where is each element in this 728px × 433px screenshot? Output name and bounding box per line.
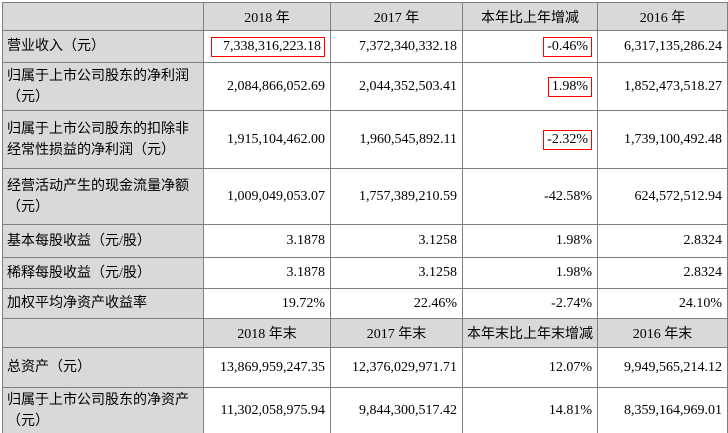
table-row-basic-eps: 基本每股收益（元/股） 3.1878 3.1258 1.98% 2.8324 [2, 224, 728, 258]
table-row-net-profit: 归属于上市公司股东的净利润（元） 2,084,866,052.69 2,044,… [2, 62, 728, 111]
value-cell: 1,960,545,892.11 [330, 110, 463, 169]
value-cell: 1,852,473,518.27 [597, 62, 728, 111]
highlight-box: 7,338,316,223.18 [211, 36, 325, 57]
value-cell: 9,949,565,214.12 [597, 347, 728, 388]
value-cell: 3.1878 [203, 224, 331, 258]
value-cell: 6,317,135,286.24 [597, 30, 728, 63]
value-cell: 19.72% [203, 288, 331, 319]
table-row-net-assets: 归属于上市公司股东的净资产（元） 11,302,058,975.94 9,844… [2, 387, 728, 433]
value-cell: 1.98% [462, 257, 598, 289]
table-row-diluted-eps: 稀释每股收益（元/股） 3.1878 3.1258 1.98% 2.8324 [2, 257, 728, 289]
value-cell: 3.1878 [203, 257, 331, 289]
header-2017: 2017 年 [330, 2, 463, 31]
row-label-net-profit-excl-nonrecurring: 归属于上市公司股东的扣除非经常性损益的净利润（元） [2, 110, 204, 169]
highlight-box: -2.32% [543, 129, 592, 150]
value-cell: 7,338,316,223.18 [203, 30, 331, 63]
value-cell: 1,915,104,462.00 [203, 110, 331, 169]
header-2018: 2018 年 [203, 2, 331, 31]
header-row-annual: 2018 年 2017 年 本年比上年增减 2016 年 [2, 2, 728, 31]
header-year-end-change: 本年末比上年末增减 [462, 318, 598, 348]
value-cell: -2.32% [462, 110, 598, 169]
header-2016-end: 2016 年末 [597, 318, 728, 348]
value-cell: 3.1258 [330, 257, 463, 289]
value-cell: 11,302,058,975.94 [203, 387, 331, 433]
header-2016: 2016 年 [597, 2, 728, 31]
value-cell: 24.10% [597, 288, 728, 319]
value-cell: -2.74% [462, 288, 598, 319]
header-2018-end: 2018 年末 [203, 318, 331, 348]
value-cell: 9,844,300,517.42 [330, 387, 463, 433]
value-cell: 1,009,049,053.07 [203, 168, 331, 225]
value-cell: 624,572,512.94 [597, 168, 728, 225]
row-label-diluted-eps: 稀释每股收益（元/股） [2, 257, 204, 289]
highlight-box: 1.98% [547, 76, 592, 97]
value-cell: 2.8324 [597, 257, 728, 289]
row-label-weighted-avg-roe: 加权平均净资产收益率 [2, 288, 204, 319]
value-cell: 12.07% [462, 347, 598, 388]
highlight-box: -0.46% [543, 36, 592, 57]
header-yoy-change: 本年比上年增减 [462, 2, 598, 31]
value-cell: 2,044,352,503.41 [330, 62, 463, 111]
value-cell: 1.98% [462, 224, 598, 258]
row-label-net-assets: 归属于上市公司股东的净资产（元） [2, 387, 204, 433]
header-empty-cell [2, 318, 204, 348]
value-cell: 1.98% [462, 62, 598, 111]
table-row-revenue: 营业收入（元） 7,338,316,223.18 7,372,340,332.1… [2, 30, 728, 63]
value-cell: 7,372,340,332.18 [330, 30, 463, 63]
table-row-operating-cash-flow: 经营活动产生的现金流量净额（元） 1,009,049,053.07 1,757,… [2, 168, 728, 225]
header-2017-end: 2017 年末 [330, 318, 463, 348]
value-cell: 1,739,100,492.48 [597, 110, 728, 169]
value-cell: 13,869,959,247.35 [203, 347, 331, 388]
table-row-net-profit-excl-nonrecurring: 归属于上市公司股东的扣除非经常性损益的净利润（元） 1,915,104,462.… [2, 110, 728, 169]
value-cell: 3.1258 [330, 224, 463, 258]
value-cell: 22.46% [330, 288, 463, 319]
row-label-total-assets: 总资产（元） [2, 347, 204, 388]
row-label-revenue: 营业收入（元） [2, 30, 204, 63]
value-cell: 1,757,389,210.59 [330, 168, 463, 225]
header-row-year-end: 2018 年末 2017 年末 本年末比上年末增减 2016 年末 [2, 318, 728, 348]
row-label-net-profit: 归属于上市公司股东的净利润（元） [2, 62, 204, 111]
value-cell: -42.58% [462, 168, 598, 225]
header-empty-cell [2, 2, 204, 31]
value-cell: 12,376,029,971.71 [330, 347, 463, 388]
value-cell: 8,359,164,969.01 [597, 387, 728, 433]
value-cell: -0.46% [462, 30, 598, 63]
table-row-weighted-avg-roe: 加权平均净资产收益率 19.72% 22.46% -2.74% 24.10% [2, 288, 728, 319]
table-row-total-assets: 总资产（元） 13,869,959,247.35 12,376,029,971.… [2, 347, 728, 388]
row-label-operating-cash-flow: 经营活动产生的现金流量净额（元） [2, 168, 204, 225]
value-cell: 2,084,866,052.69 [203, 62, 331, 111]
value-cell: 14.81% [462, 387, 598, 433]
value-cell: 2.8324 [597, 224, 728, 258]
row-label-basic-eps: 基本每股收益（元/股） [2, 224, 204, 258]
